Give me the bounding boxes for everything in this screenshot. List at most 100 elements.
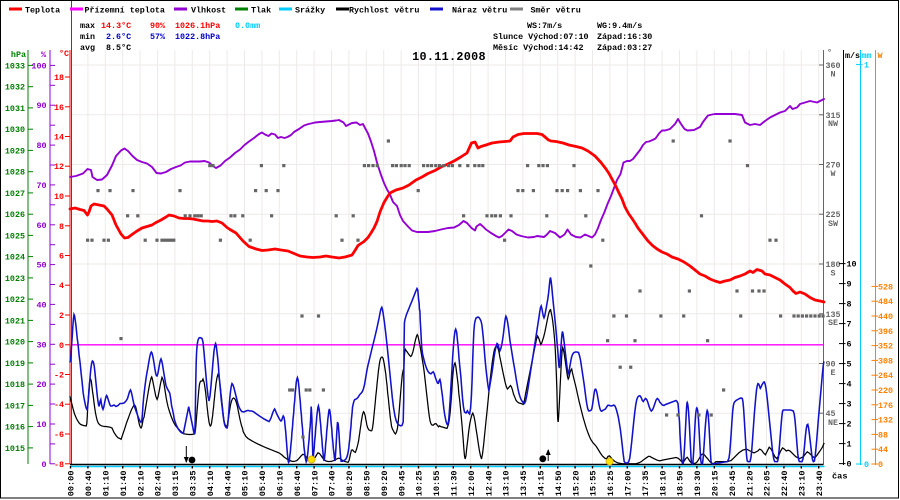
svg-text:2: 2 [59,311,64,321]
svg-text:0: 0 [847,460,852,470]
svg-text:-4: -4 [54,400,64,410]
svg-text:09:45: 09:45 [397,471,407,497]
svg-text:04:10: 04:10 [206,471,216,497]
svg-text:S: S [830,269,835,279]
svg-text:44: 44 [878,445,888,455]
svg-text:45: 45 [826,409,836,419]
svg-text:13:10: 13:10 [502,471,512,497]
svg-text:90%: 90% [150,21,166,31]
svg-text:6: 6 [847,340,852,350]
svg-text:1020: 1020 [5,338,25,348]
svg-text:Přízemní teplota: Přízemní teplota [85,6,165,16]
svg-text:13:45: 13:45 [519,471,529,497]
svg-text:1: 1 [864,61,869,71]
svg-text:Náraz větru: Náraz větru [452,6,507,16]
svg-text:Západ:16:30: Západ:16:30 [597,32,652,42]
svg-text:135: 135 [826,310,841,320]
svg-text:-8: -8 [54,460,64,470]
svg-text:12: 12 [54,162,64,172]
svg-text:57%: 57% [150,32,166,42]
svg-text:8: 8 [59,222,64,232]
svg-text:-6: -6 [54,430,64,440]
svg-text:Teplota: Teplota [25,6,60,16]
svg-text:00:00: 00:00 [67,471,77,497]
svg-text:484: 484 [878,297,893,307]
svg-text:02:40: 02:40 [154,471,164,497]
svg-text:70: 70 [36,181,46,191]
svg-text:max: max [80,21,95,31]
svg-text:21:20: 21:20 [745,471,755,497]
svg-text:1031: 1031 [5,104,25,114]
svg-text:SE: SE [828,318,838,328]
svg-text:352: 352 [878,342,893,352]
svg-text:06:10: 06:10 [276,471,286,497]
svg-text:1023: 1023 [5,274,25,284]
svg-text:10: 10 [36,420,46,430]
svg-text:40: 40 [36,300,46,310]
svg-text:07:40: 07:40 [328,471,338,497]
svg-text:1017: 1017 [5,401,25,411]
svg-text:20:45: 20:45 [728,471,738,497]
svg-text:1026.1hPa: 1026.1hPa [175,21,220,31]
svg-text:min: min [80,32,95,42]
svg-text:00:40: 00:40 [84,471,94,497]
svg-text:1032: 1032 [5,83,25,93]
svg-text:Vlhkost: Vlhkost [191,6,226,16]
svg-text:03:35: 03:35 [189,471,199,497]
svg-text:08:20: 08:20 [345,471,355,497]
svg-text:03:15: 03:15 [171,471,181,497]
svg-text:08:50: 08:50 [363,471,373,497]
svg-text:18:50: 18:50 [676,471,686,497]
svg-text:1027: 1027 [5,189,25,199]
svg-text:14.3°C: 14.3°C [101,21,131,31]
svg-text:°: ° [827,48,832,58]
svg-text:8: 8 [847,300,852,310]
svg-text:10: 10 [847,260,857,270]
svg-text:1021: 1021 [5,316,25,326]
svg-text:15:20: 15:20 [571,471,581,497]
svg-text:220: 220 [878,386,893,396]
svg-text:22:40: 22:40 [780,471,790,497]
svg-text:1: 1 [847,440,852,450]
svg-text:16: 16 [54,103,64,113]
svg-text:06:40: 06:40 [293,471,303,497]
svg-text:Rychlost větru: Rychlost větru [349,6,419,16]
svg-text:270: 270 [826,161,841,171]
svg-text:11:30: 11:30 [450,471,460,497]
svg-text:02:10: 02:10 [136,471,146,497]
svg-text:80: 80 [36,141,46,151]
svg-text:360: 360 [826,61,841,71]
svg-text:Měsíc Východ:14:42: Měsíc Východ:14:42 [493,43,583,53]
svg-text:90: 90 [826,360,836,370]
svg-text:NE: NE [828,418,838,428]
svg-text:18: 18 [54,73,64,83]
svg-text:4: 4 [59,281,64,291]
svg-text:23:10: 23:10 [798,471,808,497]
svg-text:1024: 1024 [5,253,25,263]
svg-text:1018: 1018 [5,380,25,390]
svg-text:1030: 1030 [5,125,25,135]
svg-text:264: 264 [878,371,893,381]
svg-text:1025: 1025 [5,231,25,241]
svg-text:9: 9 [847,280,852,290]
svg-text:88: 88 [878,430,888,440]
svg-text:Tlak: Tlak [251,6,271,16]
svg-text:W: W [830,169,836,179]
svg-text:0: 0 [59,341,64,351]
svg-text:14:50: 14:50 [554,471,564,497]
svg-text:avg: avg [80,43,95,53]
svg-text:12:40: 12:40 [484,471,494,497]
svg-text:01:40: 01:40 [119,471,129,497]
svg-text:N: N [830,70,835,80]
svg-text:17:00: 17:00 [624,471,634,497]
svg-text:15:55: 15:55 [589,471,599,497]
svg-text:1019: 1019 [5,359,25,369]
svg-text:05:10: 05:10 [241,471,251,497]
svg-text:2.6°C: 2.6°C [106,32,131,42]
svg-text:09:20: 09:20 [380,471,390,497]
svg-text:10:55: 10:55 [432,471,442,497]
svg-text:17:35: 17:35 [641,471,651,497]
svg-text:m/s: m/s [845,51,860,61]
svg-text:10: 10 [54,192,64,202]
svg-text:3: 3 [847,400,852,410]
